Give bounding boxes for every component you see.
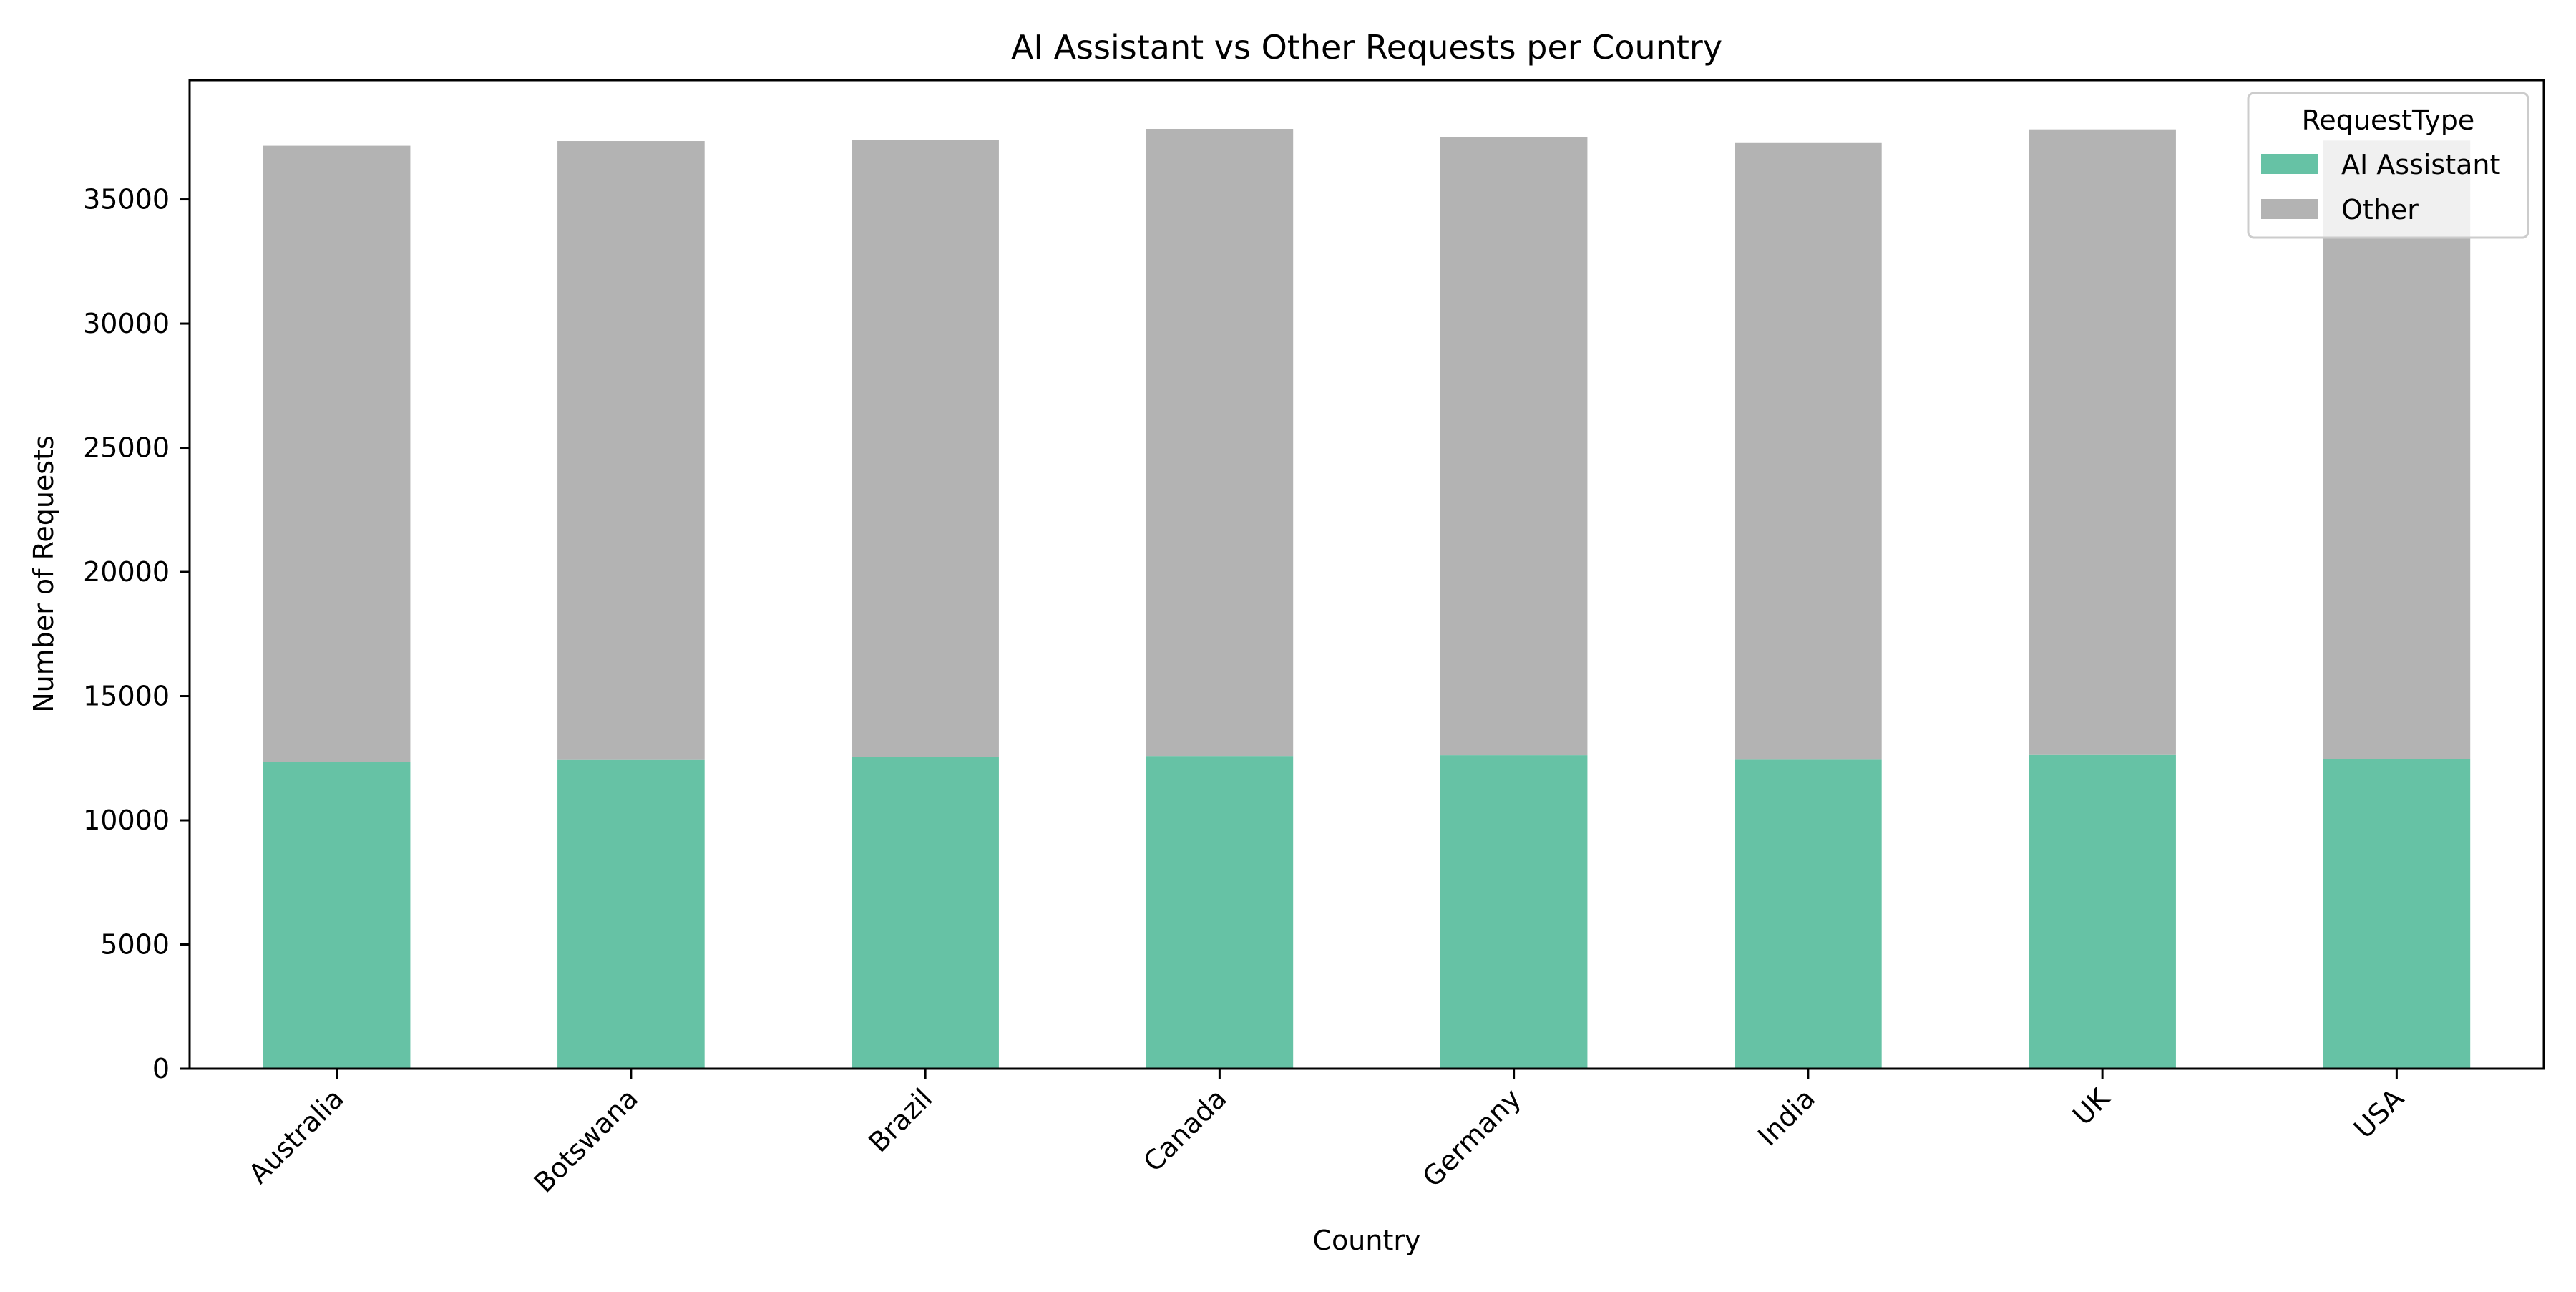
- bar-usa-ai-assistant: [2323, 759, 2471, 1069]
- y-axis: 0 5000 10000 15000 20000 25000 30000 35000: [83, 184, 190, 1084]
- bar-canada-ai-assistant: [1146, 756, 1294, 1069]
- x-axis-label: Country: [1313, 1225, 1421, 1256]
- y-tick-label: 15000: [83, 681, 170, 712]
- bar-germany-other: [1440, 137, 1588, 756]
- bar-brazil-other: [852, 140, 999, 757]
- legend-swatch: [2261, 154, 2318, 174]
- bar-germany-ai-assistant: [1440, 755, 1588, 1069]
- bar-botswana-ai-assistant: [557, 759, 705, 1069]
- y-axis-label: Number of Requests: [28, 435, 59, 713]
- y-tick-label: 25000: [83, 432, 170, 464]
- bar-australia-ai-assistant: [263, 762, 411, 1069]
- legend: RequestType AI Assistant Other: [2247, 92, 2529, 239]
- legend-swatch: [2261, 199, 2318, 219]
- bar-india-ai-assistant: [1735, 759, 1882, 1069]
- bar-uk-other: [2029, 129, 2176, 755]
- y-tick-label: 5000: [100, 929, 170, 961]
- plot-frame: [188, 79, 2545, 1070]
- legend-label: Other: [2341, 194, 2419, 225]
- bar-canada-other: [1146, 129, 1294, 757]
- chart-title: AI Assistant vs Other Requests per Count…: [1011, 28, 1722, 67]
- bar-brazil-ai-assistant: [852, 757, 999, 1069]
- bar-usa-other: [2323, 140, 2471, 759]
- legend-title: RequestType: [2302, 105, 2475, 136]
- bar-uk-ai-assistant: [2029, 754, 2176, 1069]
- y-tick-label: 20000: [83, 556, 170, 588]
- y-tick-label: 10000: [83, 805, 170, 836]
- y-tick-label: 0: [152, 1053, 170, 1084]
- bar-australia-other: [263, 145, 411, 762]
- y-tick-label: 30000: [83, 308, 170, 339]
- bar-india-other: [1735, 142, 1882, 760]
- y-tick-label: 35000: [83, 184, 170, 215]
- bar-botswana-other: [557, 141, 705, 760]
- legend-label: AI Assistant: [2341, 149, 2500, 180]
- bars-layer: [263, 129, 2471, 1069]
